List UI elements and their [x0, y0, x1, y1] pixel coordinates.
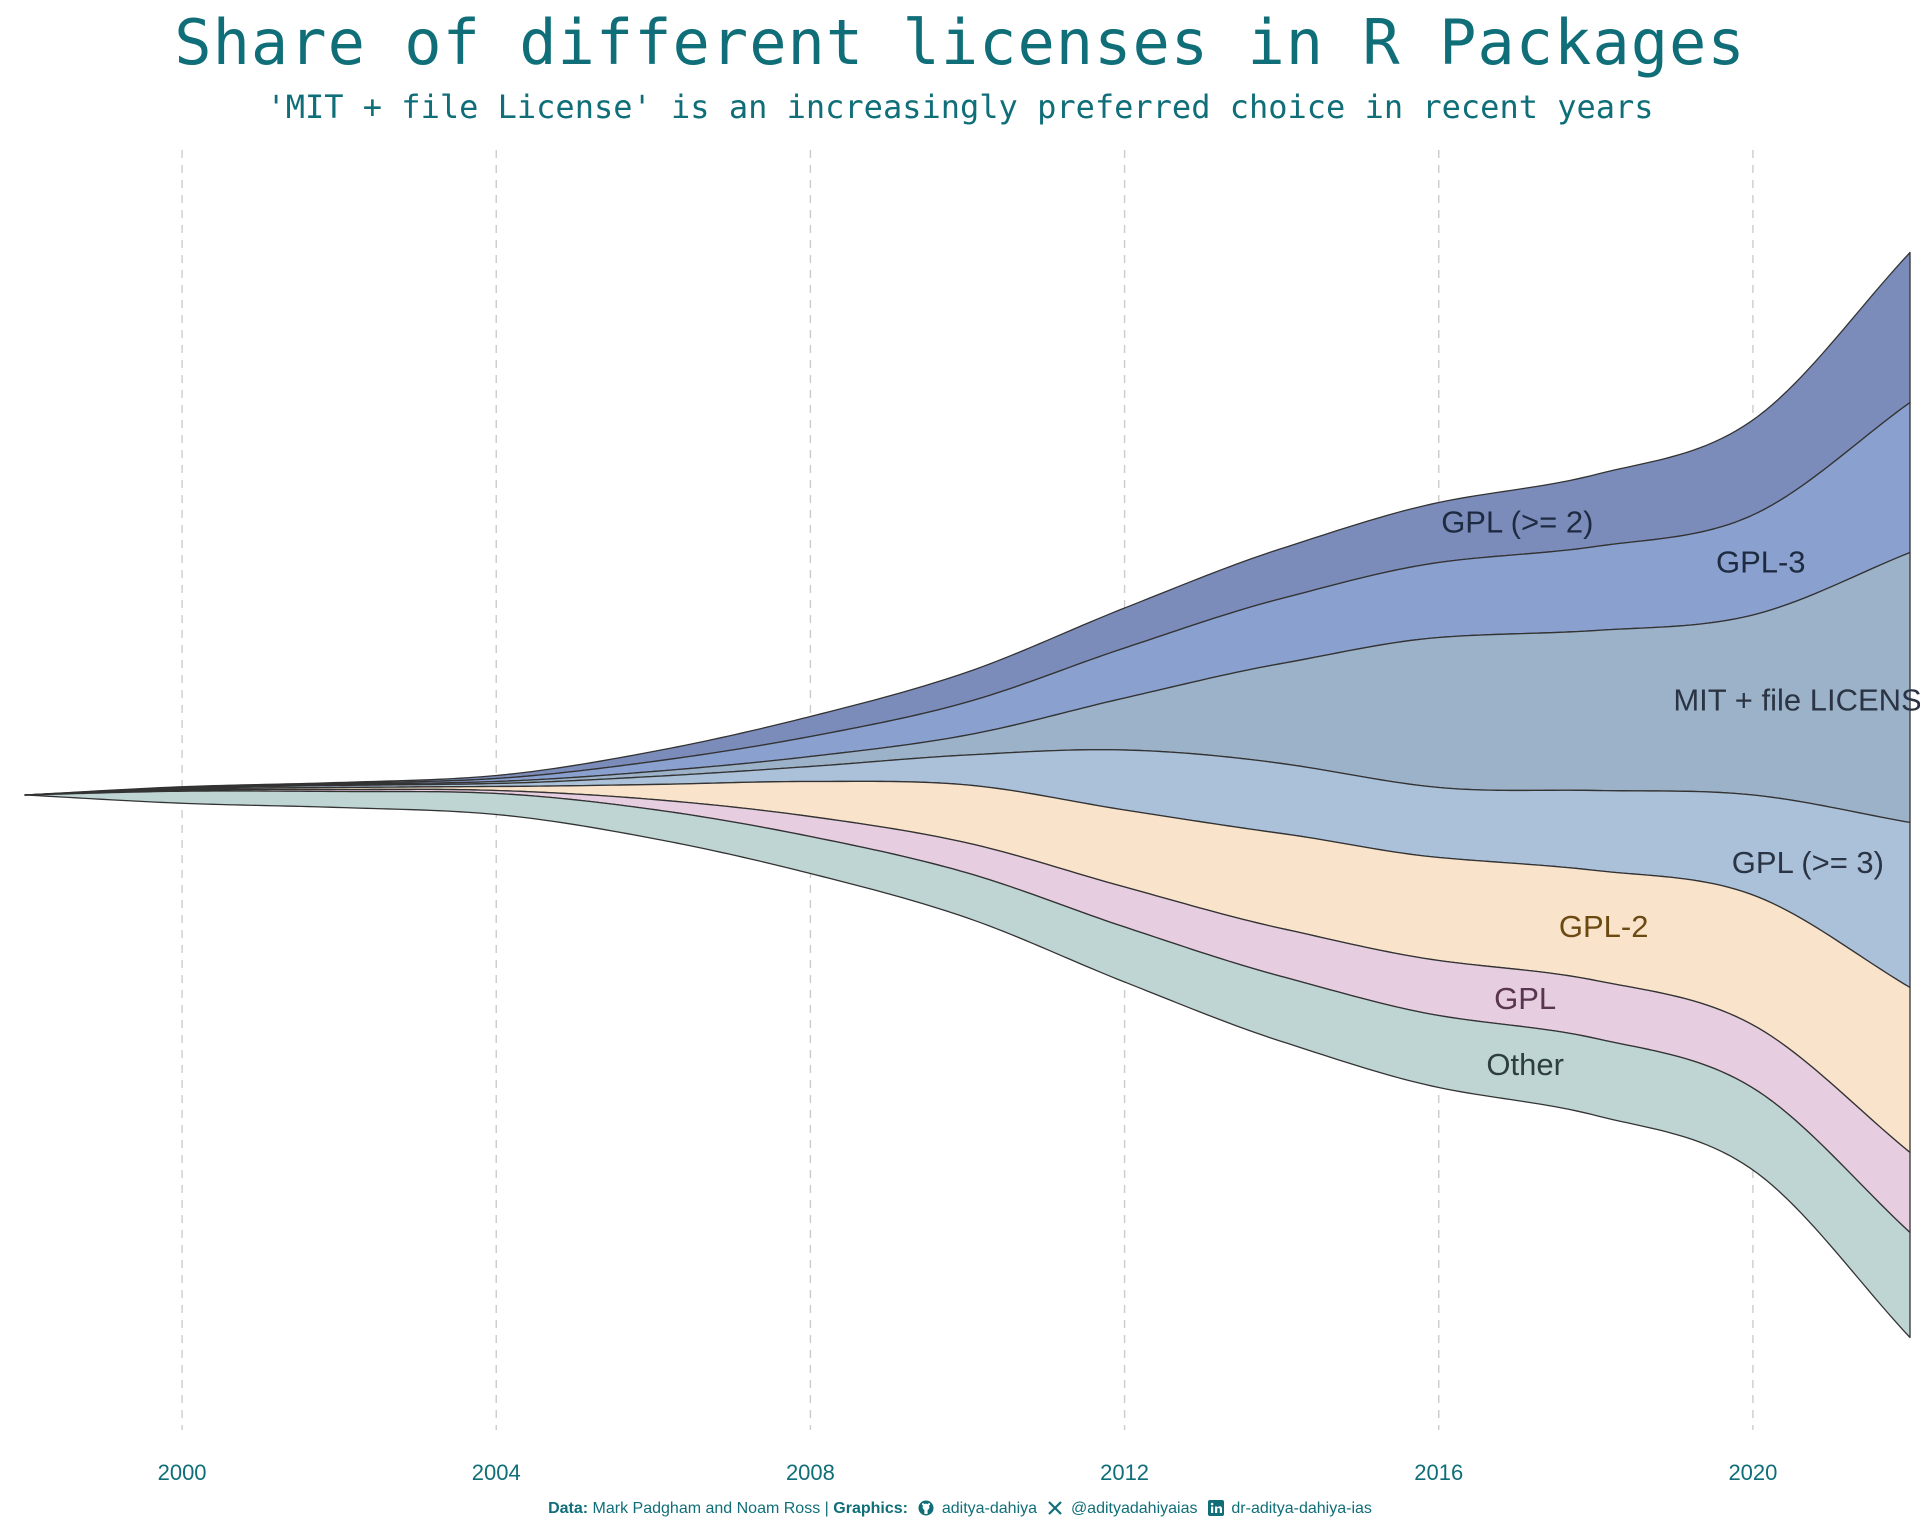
x-tick-label: 2016	[1414, 1460, 1463, 1485]
stream-layers	[24, 251, 1911, 1339]
x-tick-label: 2000	[158, 1460, 207, 1485]
series-label: GPL-3	[1716, 545, 1806, 580]
chart-title: Share of different licenses in R Package…	[174, 6, 1746, 79]
stream-other	[24, 790, 1911, 1339]
streamgraph-chart: GPL (>= 2) GPL-3 MIT + file LICENSE GPL (>=…	[24, 150, 1920, 1485]
chart-subtitle: 'MIT + file License' is an increasingly …	[266, 88, 1654, 126]
caption-linkedin-handle[interactable]: dr-aditya-dahiya-ias	[1231, 1500, 1372, 1517]
series-label: GPL (>= 2)	[1441, 505, 1593, 540]
x-tick-label: 2008	[786, 1460, 835, 1485]
series-labels: GPL (>= 2) GPL-3 MIT + file LICENSE GPL (>=…	[1441, 505, 1920, 1082]
linkedin-icon	[1207, 1500, 1224, 1516]
x-axis-ticks: 2000 2004 2008 2012 2016 2020	[158, 1460, 1778, 1485]
x-tick-label: 2020	[1728, 1460, 1777, 1485]
series-label: GPL-2	[1559, 909, 1649, 944]
caption: Data: Mark Padgham and Noam Ross | Graph…	[0, 1500, 1920, 1518]
x-tick-label: 2004	[472, 1460, 521, 1485]
x-twitter-icon	[1048, 1501, 1063, 1515]
caption-data-source: Mark Padgham and Noam Ross	[592, 1500, 821, 1517]
series-label: GPL (>= 3)	[1732, 845, 1884, 880]
series-label: MIT + file LICENSE	[1673, 682, 1920, 717]
x-tick-label: 2012	[1100, 1460, 1149, 1485]
caption-x-handle[interactable]: @adityadahiyaias	[1070, 1500, 1198, 1517]
github-icon	[918, 1500, 934, 1516]
series-label: GPL	[1494, 981, 1556, 1016]
caption-data-label: Data:	[548, 1500, 589, 1517]
series-label: Other	[1486, 1047, 1564, 1082]
caption-github-handle[interactable]: aditya-dahiya	[941, 1500, 1038, 1517]
caption-graphics-label: Graphics:	[833, 1500, 908, 1517]
grid-lines	[181, 150, 1754, 1430]
caption-separator: |	[824, 1500, 829, 1517]
